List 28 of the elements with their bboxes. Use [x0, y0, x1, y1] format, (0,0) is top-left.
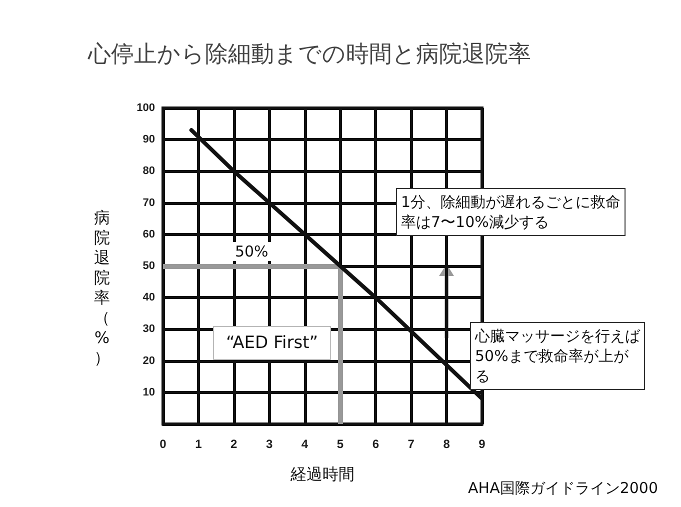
x-tick-label: 9 — [478, 437, 486, 451]
y-tick-label: 40 — [142, 292, 155, 304]
y-tick-label: 20 — [142, 354, 155, 367]
x-tick-label: 7 — [408, 437, 415, 451]
annotation: 1分、除細動が遅れるごとに救命率は7〜10%減少する — [401, 193, 621, 231]
y-tick-label: 60 — [142, 228, 155, 240]
y-tick-label: 80 — [142, 165, 155, 178]
y-axis-title: 病院退院率（%） — [93, 208, 111, 368]
y-tick-label: 30 — [142, 323, 155, 336]
x-tick-label: 0 — [160, 437, 167, 451]
text: AHA国際ガイドライン2000 — [468, 479, 658, 497]
annotation: “AED First” — [226, 333, 318, 353]
ref-line-label: 50% — [234, 242, 268, 260]
x-axis-title: 経過時間 — [290, 464, 354, 484]
y-tick-label: 70 — [142, 196, 155, 209]
x-tick-label: 8 — [443, 437, 450, 451]
y-tick-label: 90 — [142, 134, 155, 146]
x-tick-label: 2 — [230, 437, 238, 451]
y-tick-label: 10 — [142, 386, 155, 398]
chart-title: 心停止から除細動までの時間と病院退院率 — [87, 42, 531, 68]
y-tick-label: 100 — [136, 102, 155, 114]
x-tick-label: 4 — [301, 437, 308, 451]
annotation: 心臓マッサージを行えば50%まで救命率が上がる — [474, 327, 641, 385]
x-tick-label: 3 — [266, 437, 273, 451]
x-tick-label: 5 — [336, 437, 344, 451]
y-tick-label: 50 — [142, 260, 155, 272]
x-tick-label: 1 — [195, 437, 202, 451]
x-tick-label: 6 — [372, 437, 380, 451]
